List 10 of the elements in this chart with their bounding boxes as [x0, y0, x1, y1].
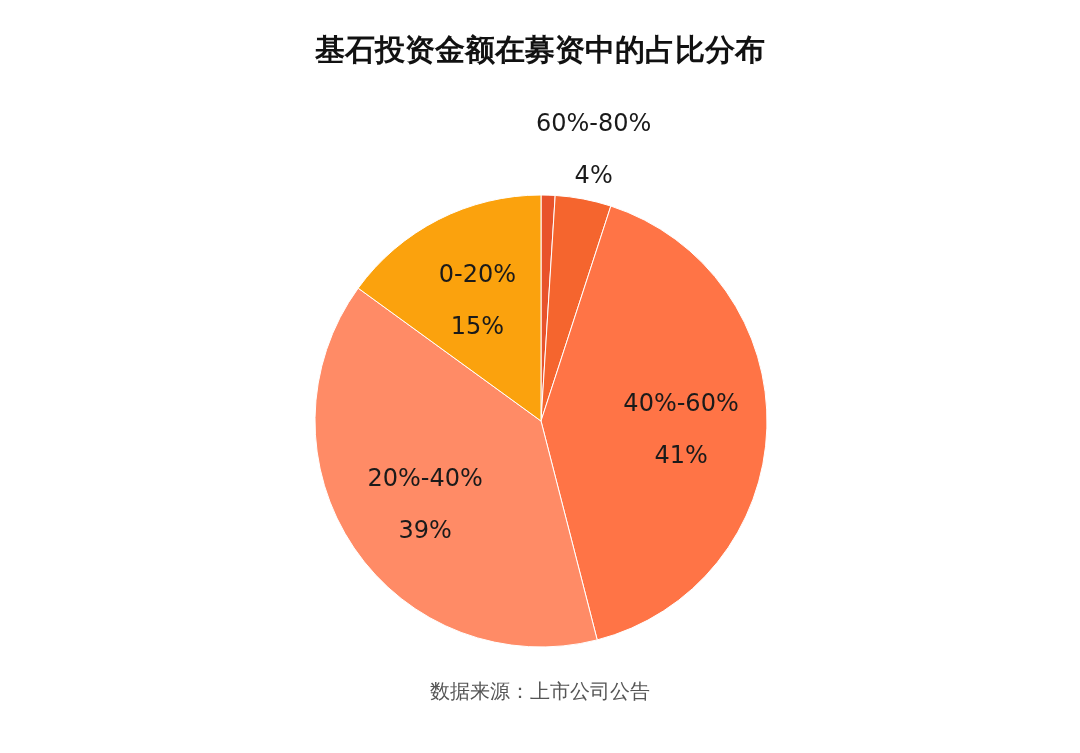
data-label: 41%: [654, 441, 708, 470]
slice-label: 40%-60%: [623, 389, 739, 418]
slice-label: 60%-80%: [535, 108, 652, 137]
source-note: 数据来源：上市公司公告: [429, 678, 651, 705]
chart-title: 基石投资金额在募资中的占比分布: [314, 31, 766, 69]
data-label: 39%: [398, 515, 452, 544]
data-label: 15%: [450, 312, 505, 341]
slice-label: 0-20%: [438, 260, 517, 289]
data-label: 4%: [574, 160, 613, 189]
slice-label: 20%-40%: [367, 463, 483, 492]
